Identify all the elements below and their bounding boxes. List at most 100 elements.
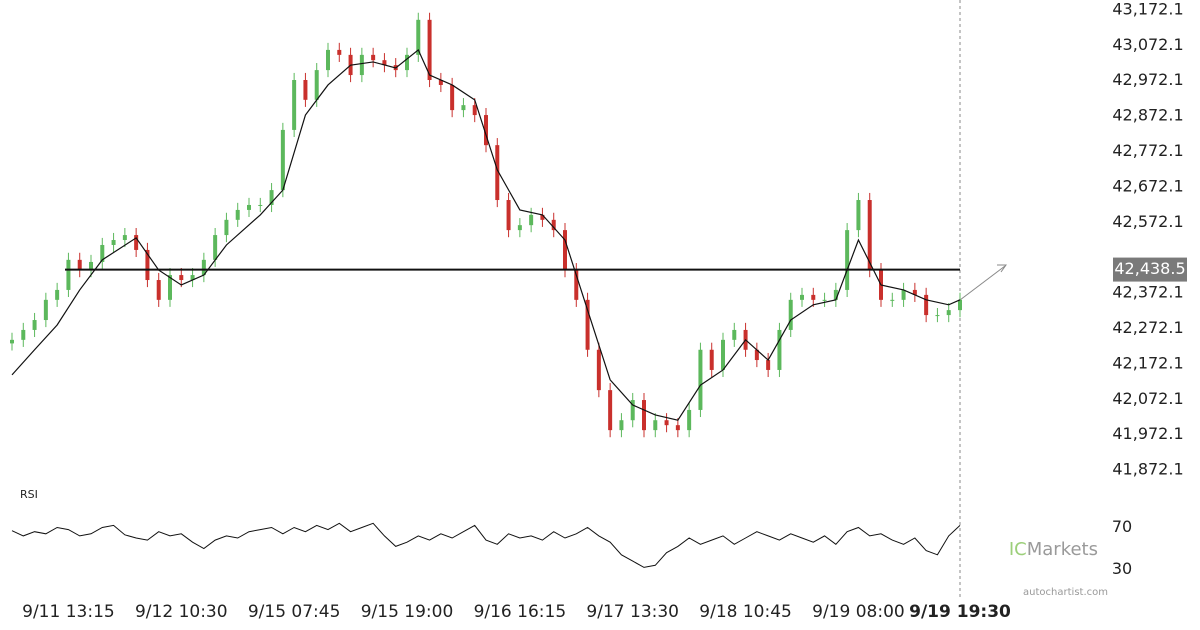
candle-body: [901, 289, 906, 300]
candle-body: [811, 294, 816, 300]
candle-body: [10, 339, 14, 344]
candle-body: [337, 49, 342, 55]
candle-body: [540, 214, 545, 220]
candle-body: [450, 84, 455, 111]
y-tick-label: 30: [1112, 559, 1132, 578]
candle-body: [608, 390, 613, 431]
x-tick-label: 9/19 19:30: [909, 602, 1011, 622]
candle-body: [326, 49, 330, 71]
candle-body: [156, 280, 161, 300]
rsi-title: RSI: [20, 488, 38, 501]
rsi-line: [11, 522, 961, 568]
y-tick-label: 42,572.1: [1112, 212, 1183, 231]
candle-body: [66, 259, 71, 290]
candle-body: [247, 204, 251, 210]
candle-body: [721, 339, 725, 370]
candle-body: [675, 425, 680, 431]
y-tick-label: 42,672.1: [1112, 176, 1183, 195]
candle-body: [472, 105, 477, 116]
candle-body: [833, 289, 838, 300]
candle-body: [890, 299, 895, 301]
candle-body: [619, 420, 624, 431]
candle-body: [563, 230, 567, 271]
y-tick-label: 42,872.1: [1112, 106, 1183, 125]
candle-body: [280, 129, 285, 191]
x-tick-label: 9/11 13:15: [22, 602, 115, 622]
candle-body: [77, 259, 82, 271]
candle-body: [359, 54, 364, 76]
candle-body: [529, 214, 534, 226]
candle-body: [416, 19, 421, 55]
x-tick-label: 9/16 16:15: [474, 602, 567, 622]
candle-body: [766, 360, 771, 370]
candle-body: [630, 400, 635, 421]
moving-average: [11, 48, 961, 421]
key-level-label: 42,438.5: [1114, 259, 1185, 278]
candle-body: [958, 299, 962, 311]
x-tick-label: 9/18 10:45: [699, 602, 792, 622]
candle-body: [371, 54, 376, 61]
candle-body: [867, 200, 872, 271]
candle-body: [845, 230, 850, 290]
candle-body: [856, 200, 861, 231]
candle-body: [55, 289, 60, 300]
x-tick-label: 9/12 10:30: [135, 602, 228, 622]
candle-body: [585, 299, 590, 350]
candle-body: [551, 219, 556, 231]
candle-body: [89, 261, 93, 271]
candle-body: [122, 235, 127, 241]
candle-body: [269, 190, 274, 205]
x-tick-label: 9/15 19:00: [361, 602, 454, 622]
candle-body: [495, 145, 500, 201]
candle-body: [698, 349, 703, 410]
candle-body: [912, 289, 917, 295]
y-tick-label: 42,072.1: [1112, 389, 1183, 408]
y-tick-label: 70: [1112, 517, 1132, 536]
candle-body: [201, 259, 206, 276]
candle-body: [292, 80, 297, 130]
candle-body: [111, 240, 116, 245]
y-tick-label: 43,172.1: [1112, 0, 1183, 18]
candle-body: [788, 299, 793, 330]
candle-body: [427, 19, 432, 81]
candle-body: [21, 329, 26, 340]
candle-body: [303, 80, 308, 100]
x-tick-label: 9/15 07:45: [248, 602, 341, 622]
candles: [10, 12, 962, 438]
candle-body: [461, 105, 466, 111]
y-tick-label: 42,972.1: [1112, 70, 1183, 89]
candle-body: [596, 349, 601, 391]
candle-body: [168, 275, 172, 300]
candle-body: [924, 294, 929, 316]
candle-body: [224, 219, 229, 236]
x-tick-label: 9/17 13:30: [586, 602, 679, 622]
candle-body: [653, 420, 658, 431]
logo: ICMarkets: [1009, 539, 1098, 560]
candle-body: [190, 275, 195, 281]
candle-body: [438, 80, 443, 85]
candle-body: [213, 235, 218, 260]
candle-body: [777, 329, 782, 370]
y-tick-label: 42,772.1: [1112, 141, 1183, 160]
watermark: autochartist.com: [1023, 587, 1108, 598]
candle-body: [258, 204, 263, 206]
y-tick-label: 41,872.1: [1112, 460, 1183, 479]
y-tick-label: 42,372.1: [1112, 283, 1183, 302]
y-tick-label: 43,072.1: [1112, 35, 1183, 54]
candle-body: [800, 294, 804, 300]
candle-body: [709, 349, 714, 370]
candle-body: [754, 349, 759, 361]
candle-body: [664, 420, 669, 426]
candle-body: [100, 244, 105, 262]
candle-body: [822, 299, 827, 301]
candle-body: [642, 400, 646, 431]
candle-body: [935, 315, 940, 317]
candle-body: [946, 310, 951, 316]
candle-body: [32, 320, 37, 330]
candle-body: [382, 60, 387, 66]
candle-body: [43, 299, 48, 321]
candle-body: [506, 200, 511, 231]
candle-body: [574, 270, 579, 300]
